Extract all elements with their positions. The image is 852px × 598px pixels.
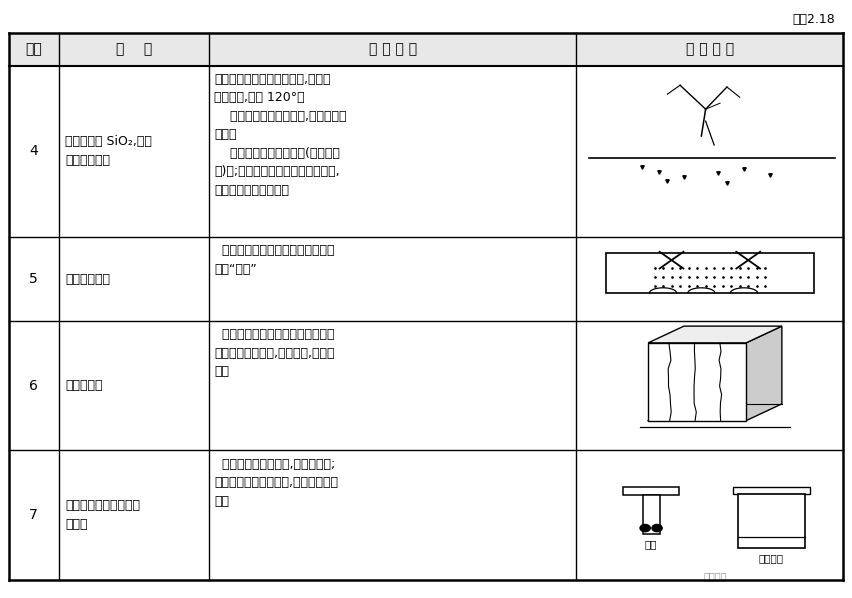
Text: 水泥水化热: 水泥水化热 <box>66 379 103 392</box>
Text: 缺 陷 特 征: 缺 陷 特 征 <box>369 42 417 56</box>
Bar <box>606 253 815 293</box>
Text: 骨料含石灰石: 骨料含石灰石 <box>66 273 111 285</box>
Polygon shape <box>648 326 782 343</box>
Polygon shape <box>648 343 746 420</box>
Text: 5: 5 <box>29 272 38 286</box>
Text: 用含氯盐类外加剂拌和
混凝土: 用含氯盐类外加剂拌和 混凝土 <box>66 499 141 531</box>
Bar <box>9 66 843 237</box>
Text: 骨料含活性 SiO₂,水泥
中含碱量过高: 骨料含活性 SiO₂,水泥 中含碱量过高 <box>66 136 153 167</box>
Text: 7: 7 <box>29 508 38 522</box>
Text: 大体积混凝土浇筑后数日内出现等
距离的直线形裂缝,有表面的,也有贯
通的: 大体积混凝土浇筑后数日内出现等 距离的直线形裂缝,有表面的,也有贯 通的 <box>214 328 335 378</box>
Bar <box>9 237 843 321</box>
Text: 续表2.18: 续表2.18 <box>792 13 835 26</box>
Text: 序号: 序号 <box>26 42 42 56</box>
Bar <box>624 487 679 495</box>
Bar <box>9 33 843 66</box>
Text: 钉筋锈蚀后体积膨胀,胀裂混凝土;
或钉筋锈蚀后截面减小,造成混凝土内
空鼓: 钉筋锈蚀后体积膨胀,胀裂混凝土; 或钉筋锈蚀后截面减小,造成混凝土内 空鼓 <box>214 457 338 508</box>
Circle shape <box>652 524 662 532</box>
Bar <box>733 487 809 494</box>
Polygon shape <box>746 326 782 420</box>
Bar <box>642 495 659 534</box>
Text: 裂 缝 表 现: 裂 缝 表 现 <box>686 42 734 56</box>
Text: 原    因: 原 因 <box>116 42 152 56</box>
Text: 顺筋裂缝: 顺筋裂缝 <box>759 553 784 563</box>
Bar <box>9 321 843 450</box>
Circle shape <box>640 524 650 532</box>
Text: 4: 4 <box>29 145 38 158</box>
Text: 6: 6 <box>29 379 38 393</box>
Text: 随时间而增长的混凝土胀裂,裂缝呈
龟背纹状,约成 120°；
    裂缝多出现在潮湿部位,且有渗出物
出现；
    裂缝多出现在不受约束(无筋或少
筋)处;: 随时间而增长的混凝土胀裂,裂缝呈 龟背纹状,约成 120°； 裂缝多出现在潮湿部… <box>214 73 347 197</box>
Text: 待混凝土凝固后生成导致混凝土崩
裂的“爆癃”: 待混凝土凝固后生成导致混凝土崩 裂的“爆癃” <box>214 245 335 276</box>
Bar <box>738 494 804 548</box>
Text: 豆丁施工: 豆丁施工 <box>704 571 728 581</box>
Bar <box>9 450 843 580</box>
Text: 空鼓: 空鼓 <box>645 539 658 549</box>
